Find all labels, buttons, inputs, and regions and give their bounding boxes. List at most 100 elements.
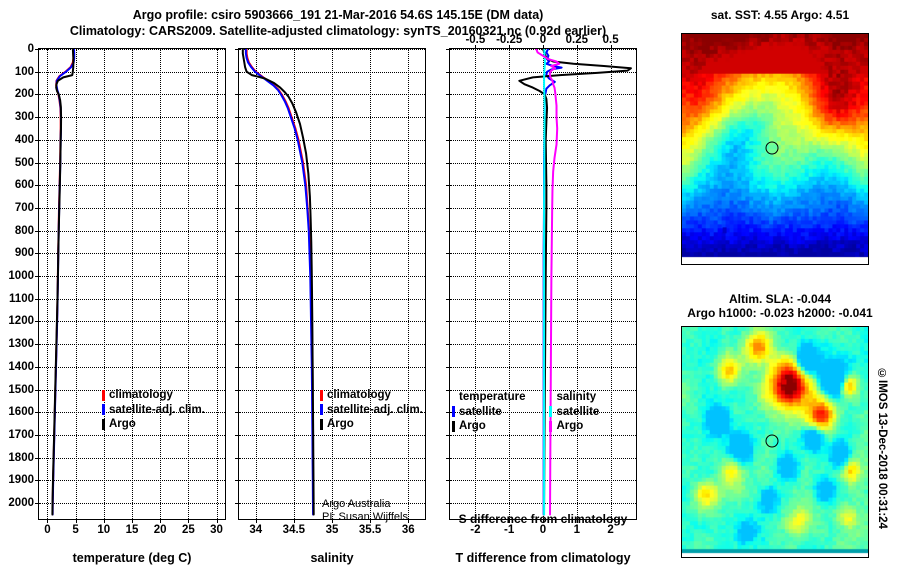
legend-color-swatch bbox=[452, 406, 455, 418]
map-latitude-tick-right bbox=[868, 392, 869, 393]
difference-legend: temperature satellite Argo salinity satellit… bbox=[452, 390, 599, 434]
temperature-axis-label: temperature (deg C) bbox=[72, 551, 192, 565]
map-longitude-tick-top bbox=[832, 326, 833, 327]
depth-tick-mark bbox=[35, 117, 39, 119]
depth-tick-mark bbox=[446, 207, 450, 209]
value-tick-mark bbox=[475, 519, 477, 523]
difference-legend-item: Argo bbox=[549, 419, 599, 434]
value-gridline bbox=[255, 49, 257, 519]
value-gridline bbox=[47, 49, 49, 519]
depth-tick-mark bbox=[446, 412, 450, 414]
map-latitude-tick-right bbox=[868, 544, 869, 545]
difference-legend-item: Argo bbox=[452, 419, 525, 434]
depth-tick-mark bbox=[35, 389, 39, 391]
map-longitude-tick bbox=[832, 557, 833, 558]
depth-tick-mark bbox=[35, 253, 39, 255]
depth-tick-mark bbox=[235, 94, 239, 96]
value-gridline bbox=[103, 49, 105, 519]
legend-label: Argo bbox=[556, 420, 584, 432]
depth-tick-mark bbox=[35, 49, 39, 50]
s-difference-tick-label: -0.25 bbox=[496, 34, 523, 46]
depth-tick-mark bbox=[35, 434, 39, 436]
value-tick-mark bbox=[132, 519, 133, 523]
depth-tick-mark bbox=[446, 139, 450, 141]
map-latitude-tick-right bbox=[868, 468, 869, 469]
profile-curve bbox=[51, 49, 75, 516]
map-latitude-tick-right bbox=[868, 213, 869, 214]
depth-tick-mark bbox=[35, 503, 39, 505]
sla-map-title-line1: Altim. SLA: -0.044 bbox=[728, 292, 832, 306]
depth-tick-label: 1500 bbox=[8, 383, 34, 396]
value-tick-mark bbox=[160, 519, 162, 523]
depth-tick-mark bbox=[446, 434, 450, 436]
depth-tick-mark bbox=[446, 503, 450, 505]
value-tick-label: 0 bbox=[539, 524, 547, 536]
depth-tick-mark bbox=[35, 71, 39, 73]
depth-tick-mark bbox=[446, 276, 450, 278]
depth-tick-label: 1300 bbox=[8, 338, 34, 351]
legend-label: Argo bbox=[327, 418, 354, 430]
s-difference-tick-mark bbox=[475, 45, 477, 49]
depth-tick-mark bbox=[235, 117, 239, 119]
legend-color-swatch bbox=[102, 418, 105, 430]
value-gridline bbox=[370, 49, 372, 519]
s-difference-tick-mark bbox=[576, 45, 578, 49]
depth-tick-mark bbox=[35, 480, 39, 482]
legend-label: satellite-adj. clim. bbox=[109, 403, 205, 416]
value-tick-label: 0 bbox=[44, 524, 51, 536]
depth-tick-mark bbox=[35, 94, 39, 96]
profile-curve bbox=[535, 49, 561, 516]
depth-tick-mark bbox=[235, 480, 239, 482]
difference-legend-item: satellite bbox=[549, 405, 599, 420]
map-latitude-tick-right bbox=[868, 354, 869, 355]
depth-tick-mark bbox=[235, 503, 239, 505]
difference-profile-panel: -2 -1 0 1 2 -0.5 -0.25 0 0.25 0.5 bbox=[446, 34, 637, 536]
depth-tick-label: 1400 bbox=[8, 360, 34, 373]
depth-tick-mark bbox=[235, 344, 239, 346]
depth-tick-mark bbox=[235, 49, 239, 50]
sla-map: -50-52-54-56-58-60140145150 bbox=[681, 326, 869, 558]
value-tick-mark bbox=[610, 519, 612, 523]
sst-map-title: sat. SST: 4.55 Argo: 4.51 bbox=[710, 8, 850, 22]
depth-tick-mark bbox=[235, 298, 239, 300]
difference-legend-header: salinity bbox=[556, 391, 597, 403]
depth-tick-mark bbox=[235, 366, 239, 368]
legend-color-swatch bbox=[549, 406, 553, 418]
credit-line2: PI: Susan Wijffels bbox=[322, 511, 408, 523]
value-tick-mark bbox=[370, 519, 372, 523]
value-tick-label: 15 bbox=[125, 524, 139, 536]
credit-line1: Argo Australia bbox=[322, 498, 391, 510]
page-title-line1: Argo profile: csiro 5903666_191 21-Mar-2… bbox=[132, 8, 544, 22]
map-latitude-tick-right bbox=[868, 430, 869, 431]
value-tick-mark bbox=[408, 519, 410, 523]
copyright-text: ©IMOS 13-Dec-2018 00:31:24 bbox=[876, 368, 888, 529]
value-tick-mark bbox=[216, 519, 218, 523]
s-difference-tick-mark bbox=[610, 45, 612, 49]
value-tick-mark bbox=[543, 519, 544, 523]
map-latitude-tick-right bbox=[868, 137, 869, 138]
profile-curve bbox=[543, 49, 547, 516]
value-gridline bbox=[75, 49, 77, 519]
value-gridline bbox=[132, 49, 133, 519]
depth-tick-mark bbox=[35, 321, 39, 323]
depth-tick-label: 1100 bbox=[9, 292, 34, 305]
map-longitude-tick bbox=[832, 264, 833, 265]
map-latitude-tick-right bbox=[868, 99, 869, 100]
depth-tick-mark bbox=[446, 117, 450, 119]
map-longitude-tick bbox=[709, 557, 710, 558]
s-difference-tick-mark bbox=[509, 45, 511, 49]
depth-tick-mark bbox=[446, 344, 450, 346]
value-tick-label: 20 bbox=[153, 524, 167, 536]
depth-tick-label: 2000 bbox=[8, 497, 34, 510]
map-latitude-tick bbox=[681, 137, 682, 138]
depth-tick-label: 1000 bbox=[8, 270, 34, 283]
depth-tick-mark bbox=[35, 207, 39, 209]
value-gridline bbox=[188, 49, 190, 519]
value-tick-mark bbox=[103, 519, 105, 523]
depth-tick-mark bbox=[446, 230, 450, 232]
legend-color-swatch bbox=[320, 418, 323, 430]
map-latitude-tick bbox=[681, 61, 682, 62]
map-latitude-tick bbox=[681, 354, 682, 355]
value-tick-label: -1 bbox=[504, 524, 515, 536]
difference-legend-item: satellite bbox=[452, 405, 525, 420]
